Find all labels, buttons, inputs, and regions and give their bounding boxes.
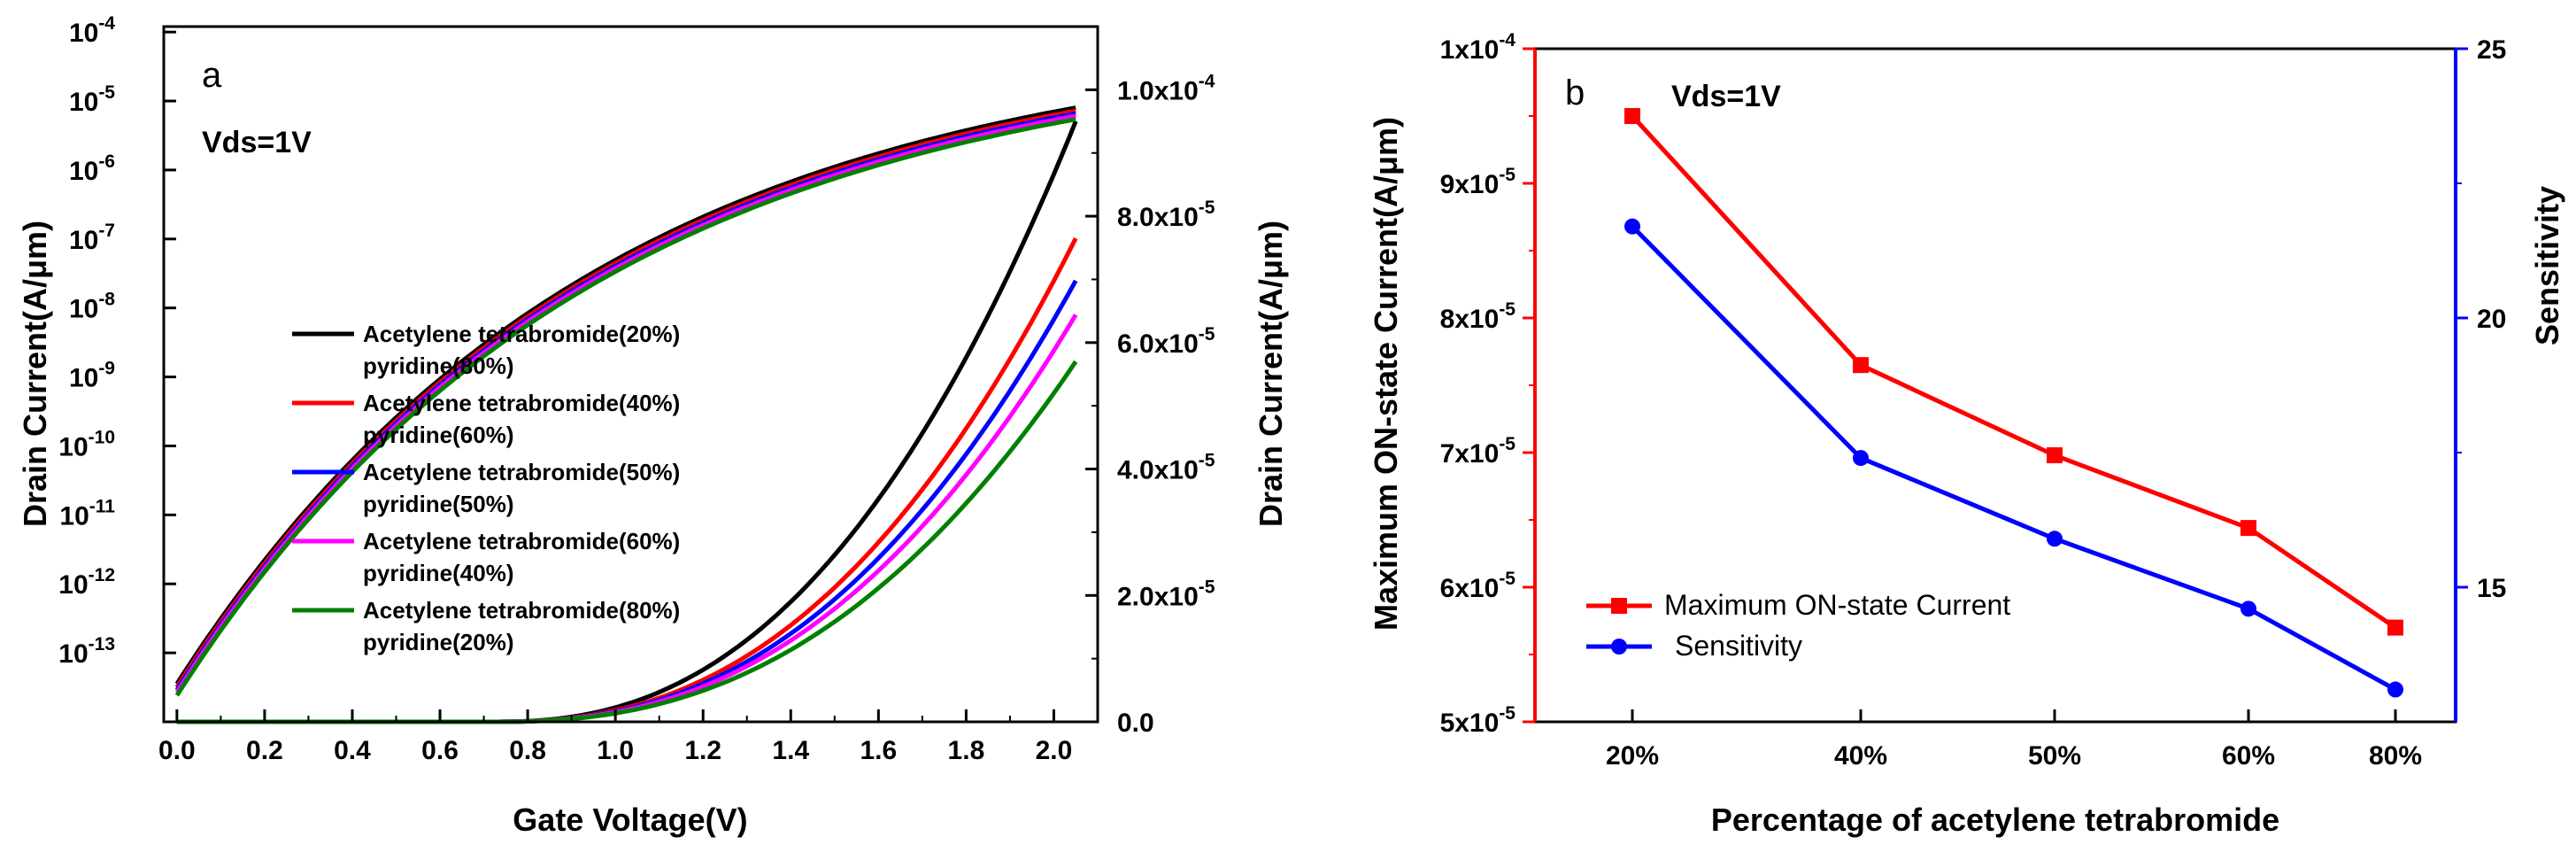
y-right-tick-label: 25 bbox=[2477, 35, 2506, 65]
y-tick-label: 10-8 bbox=[69, 290, 115, 324]
legend-label: Acetylene tetrabromide(50%) bbox=[363, 459, 680, 485]
panel-b-y-axis-title-right: Sensitivity bbox=[2529, 186, 2565, 345]
x-tick-label: 40% bbox=[1834, 741, 1887, 771]
y-right-tick-label: 8.0x10-5 bbox=[1117, 198, 1215, 232]
series-marker-square bbox=[2387, 619, 2403, 636]
legend-label: Acetylene tetrabromide(60%) bbox=[363, 528, 680, 554]
panel-a-y-axis-title-left: Drain Current(A/μm) bbox=[17, 221, 53, 527]
x-tick-label: 0.0 bbox=[158, 736, 196, 765]
x-tick-label: 50% bbox=[2028, 741, 2081, 771]
y-right-tick-label: 2.0x10-5 bbox=[1117, 577, 1215, 611]
panel-a-frame bbox=[162, 25, 1099, 724]
panel-a-label: a bbox=[202, 56, 222, 95]
x-tick-label: 80% bbox=[2369, 741, 2422, 771]
x-tick-label: 1.6 bbox=[860, 736, 897, 765]
x-tick-label: 20% bbox=[1606, 741, 1659, 771]
y-tick-label: 10-13 bbox=[58, 634, 115, 669]
y-right-tick-label: 1.0x10-4 bbox=[1117, 71, 1215, 105]
x-tick-label: 1.4 bbox=[772, 736, 809, 765]
y-tick-label: 7x10-5 bbox=[1440, 434, 1516, 469]
y-tick-label: 10-6 bbox=[69, 151, 115, 186]
y-tick-label: 6x10-5 bbox=[1440, 569, 1516, 603]
series-marker-circle bbox=[1853, 450, 1869, 467]
panel-b-frame bbox=[1533, 47, 2457, 724]
x-tick-label: 1.2 bbox=[684, 736, 721, 765]
curve-log bbox=[174, 113, 1076, 693]
y-tick-label: 9x10-5 bbox=[1440, 165, 1516, 199]
legend-label-sub: pyridine(80%) bbox=[363, 353, 514, 379]
series-line bbox=[1631, 114, 2397, 630]
y-tick-label: 10-7 bbox=[69, 221, 115, 255]
panel-a-y-axis-title-right: Drain Current(A/μm) bbox=[1253, 221, 1289, 527]
series-marker-square bbox=[2047, 447, 2063, 464]
y-right-tick-label: 20 bbox=[2477, 305, 2506, 334]
legend-marker-circle bbox=[1611, 639, 1627, 655]
x-tick-label: 2.0 bbox=[1036, 736, 1073, 765]
y-tick-label: 1x10-4 bbox=[1440, 30, 1516, 65]
x-tick-label: 0.6 bbox=[421, 736, 459, 765]
y-tick-label: 8x10-5 bbox=[1440, 299, 1516, 334]
x-tick-label: 1.0 bbox=[597, 736, 634, 765]
y-right-tick-label: 0.0 bbox=[1117, 709, 1154, 738]
series-marker-circle bbox=[2241, 600, 2256, 617]
y-tick-label: 10-5 bbox=[69, 82, 115, 117]
series-marker-square bbox=[2241, 520, 2256, 537]
y-tick-label: 10-10 bbox=[58, 427, 115, 461]
series-marker-circle bbox=[1624, 218, 1640, 235]
x-tick-label: 1.8 bbox=[948, 736, 985, 765]
series-marker-circle bbox=[2047, 531, 2063, 547]
panel-b-x-axis-title: Percentage of acetylene tetrabromide bbox=[1711, 802, 2279, 838]
legend-label-sub: pyridine(50%) bbox=[363, 491, 514, 517]
series-marker-circle bbox=[2387, 681, 2403, 698]
y-tick-label: 10-9 bbox=[69, 359, 115, 393]
x-tick-label: 0.8 bbox=[509, 736, 546, 765]
panel-a-x-axis-title: Gate Voltage(V) bbox=[513, 802, 747, 838]
panel-a-y-ticks-left: 10-4 10-5 10-6 10-7 10-8 10-9 10-10 10-11 10-12 1… bbox=[58, 13, 176, 669]
panel-b-legend: Maximum ON-state Current Sensitivity bbox=[1586, 589, 2010, 662]
panel-b-label: b bbox=[1565, 74, 1585, 112]
series-marker-square bbox=[1853, 357, 1869, 374]
y-tick-label: 5x10-5 bbox=[1440, 703, 1516, 738]
x-tick-label: 0.4 bbox=[334, 736, 371, 765]
curve-log bbox=[174, 117, 1076, 697]
y-tick-label: 10-4 bbox=[69, 13, 115, 48]
x-tick-label: 0.2 bbox=[246, 736, 283, 765]
series-marker-square bbox=[1624, 108, 1640, 124]
y-tick-label: 10-12 bbox=[58, 565, 115, 600]
legend-label-sub: pyridine(60%) bbox=[363, 422, 514, 448]
y-right-tick-label: 6.0x10-5 bbox=[1117, 324, 1215, 359]
panel-a: 0.0 0.2 0.4 0.6 0.8 1.0 1.2 1.4 1.6 1.8 2.0 10-410… bbox=[17, 13, 1289, 838]
panel-a-x-ticks: 0.0 0.2 0.4 0.6 0.8 1.0 1.2 1.4 1.6 1.8 2.0 bbox=[158, 709, 1072, 765]
legend-label: Acetylene tetrabromide(40%) bbox=[363, 390, 680, 416]
legend-label-sub: pyridine(40%) bbox=[363, 560, 514, 586]
panel-b-y-axis-title-left: Maximum ON-state Current(A/μm) bbox=[1368, 117, 1404, 631]
legend-label: Maximum ON-state Current bbox=[1664, 589, 2010, 621]
panel-a-y-ticks-right: 0.0 2.0x10-5 4.0x10-5 6.0x10-5 8.0x10-5 1.0x1… bbox=[1085, 71, 1215, 738]
panel-b-series bbox=[1624, 108, 2403, 698]
panel-b-x-ticks: 20% 40% 50% 60% 80% bbox=[1606, 709, 2422, 771]
panel-b-vds-annotation: Vds=1V bbox=[1671, 80, 1781, 113]
legend-label: Acetylene tetrabromide(20%) bbox=[363, 321, 680, 347]
y-right-tick-label: 4.0x10-5 bbox=[1117, 451, 1215, 485]
panel-b-y-ticks-right: 15 20 25 bbox=[2456, 35, 2506, 603]
panel-b-y-ticks-left: 5x10-5 6x10-5 7x10-5 8x10-5 9x10-5 1x10-4 bbox=[1440, 30, 1535, 738]
legend-label-sub: pyridine(20%) bbox=[363, 629, 514, 655]
legend-label: Acetylene tetrabromide(80%) bbox=[363, 597, 680, 624]
x-tick-label: 60% bbox=[2222, 741, 2275, 771]
y-tick-label: 10-11 bbox=[59, 496, 115, 531]
panel-b: 20% 40% 50% 60% 80% 5x10-5 6x10-5 7x10-5 8x10-5… bbox=[1368, 30, 2565, 838]
y-right-tick-label: 15 bbox=[2477, 574, 2506, 603]
legend-marker-square bbox=[1611, 598, 1627, 614]
legend-label: Sensitivity bbox=[1675, 630, 1802, 662]
panel-a-vds-annotation: Vds=1V bbox=[202, 126, 312, 159]
curve-linear bbox=[176, 120, 1078, 724]
panel-a-legend: Acetylene tetrabromide(20%) pyridine(80%)… bbox=[292, 321, 680, 655]
